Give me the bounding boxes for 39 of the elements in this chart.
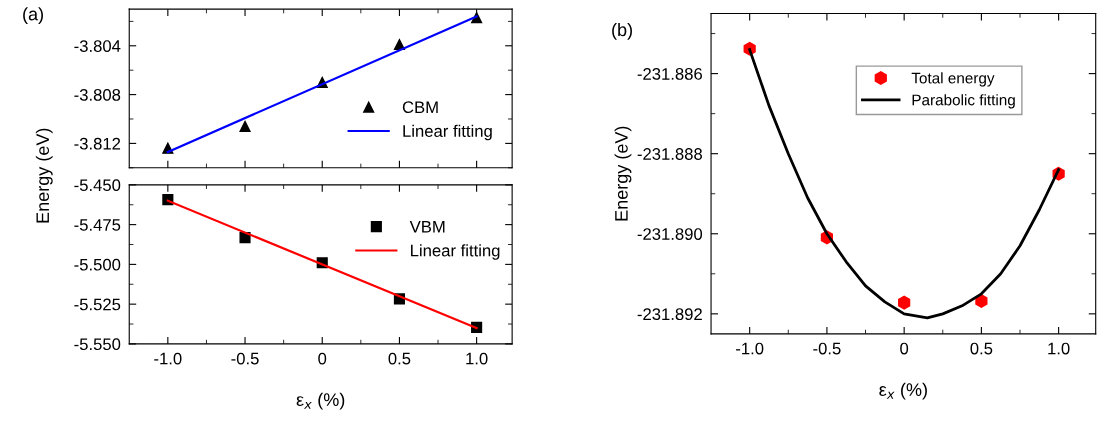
point [898,295,911,310]
x-tick-label: -0.5 [813,342,841,355]
y-tick-label: -3.804 [74,40,121,52]
point [239,120,251,132]
x-tick-label: -1.0 [736,342,764,355]
y-axis-title: Energy (eV) [614,126,632,221]
y-tick-label: -231.886 [637,68,702,80]
x-tick-label: 1.0 [1048,342,1070,355]
y-tick-label: -3.808 [74,88,121,101]
y-tick-label: -5.550 [74,338,121,351]
legend-label: Total energy [911,72,995,87]
y-tick-label: -5.525 [74,298,121,311]
legend-label: Linear fitting [403,124,492,141]
point [975,294,988,308]
y-axis-title: Energy (eV) [35,128,53,223]
y-tick-label: -231.892 [637,308,702,321]
y-tick-label: -231.888 [637,148,702,160]
legend-label: Parabolic fitting [912,94,1015,109]
point [239,232,251,244]
y-tick-label: -3.812 [74,137,121,150]
y-tick-label: -5.500 [74,258,121,271]
x-tick-label: -0.5 [231,352,259,365]
x-axis-title: ε$_{x}$ (%) [879,382,927,400]
x-tick-label: 0.5 [388,352,411,365]
x-tick-label: -1.0 [154,352,182,365]
x-tick-label: 0 [900,342,909,355]
point [393,39,405,51]
x-tick-label: 0.5 [970,342,993,355]
y-tick-label: -5.450 [74,179,121,192]
y-tick-label: -5.475 [74,219,121,231]
legend-label: VBM [409,220,445,233]
legend-label: CBM [402,101,438,114]
y-tick-label: -231.890 [637,228,703,240]
x-axis-title: ε$_{x}$ (%) [296,392,345,410]
x-tick-label: 1.0 [466,352,488,365]
text: (a) [23,7,43,25]
x-tick-label: 0 [318,352,327,365]
legend-label: Linear fitting [411,244,500,260]
text: (b) [612,22,632,40]
